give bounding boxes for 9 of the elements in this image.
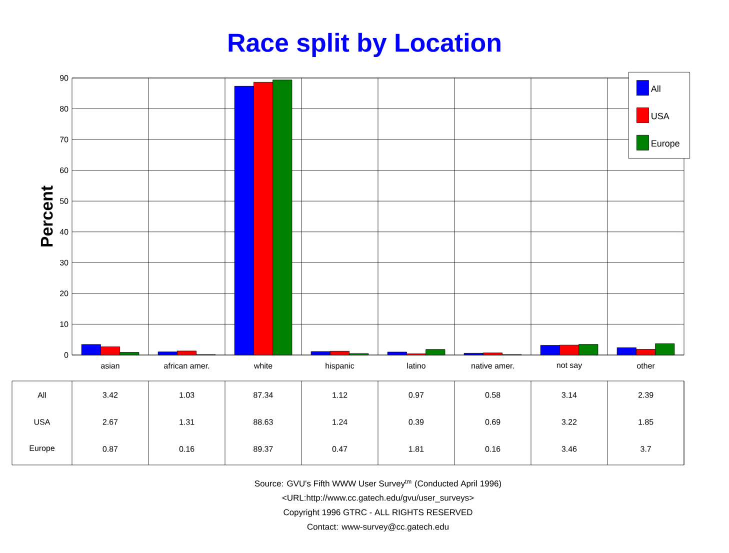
legend-label: Europe	[652, 140, 680, 148]
y-axis-title: Percent	[40, 186, 53, 246]
text: Contact: www-survey@cc.gatech.edu	[307, 524, 448, 532]
text: Copyright 1996 GTRC - ALL RIGHTS RESERVED	[284, 509, 472, 517]
legend-label: All	[650, 85, 660, 92]
chart-title: Race split by Location	[228, 32, 500, 58]
legend-label: USA	[652, 112, 670, 120]
source-note: Source: GVU's Fifth WWW User Survey$^{tm}$ (Conducted April 1996)	[254, 480, 502, 488]
text: <URL:http://www.cc.gatech.edu/gvu/user_surveys>	[282, 494, 474, 502]
